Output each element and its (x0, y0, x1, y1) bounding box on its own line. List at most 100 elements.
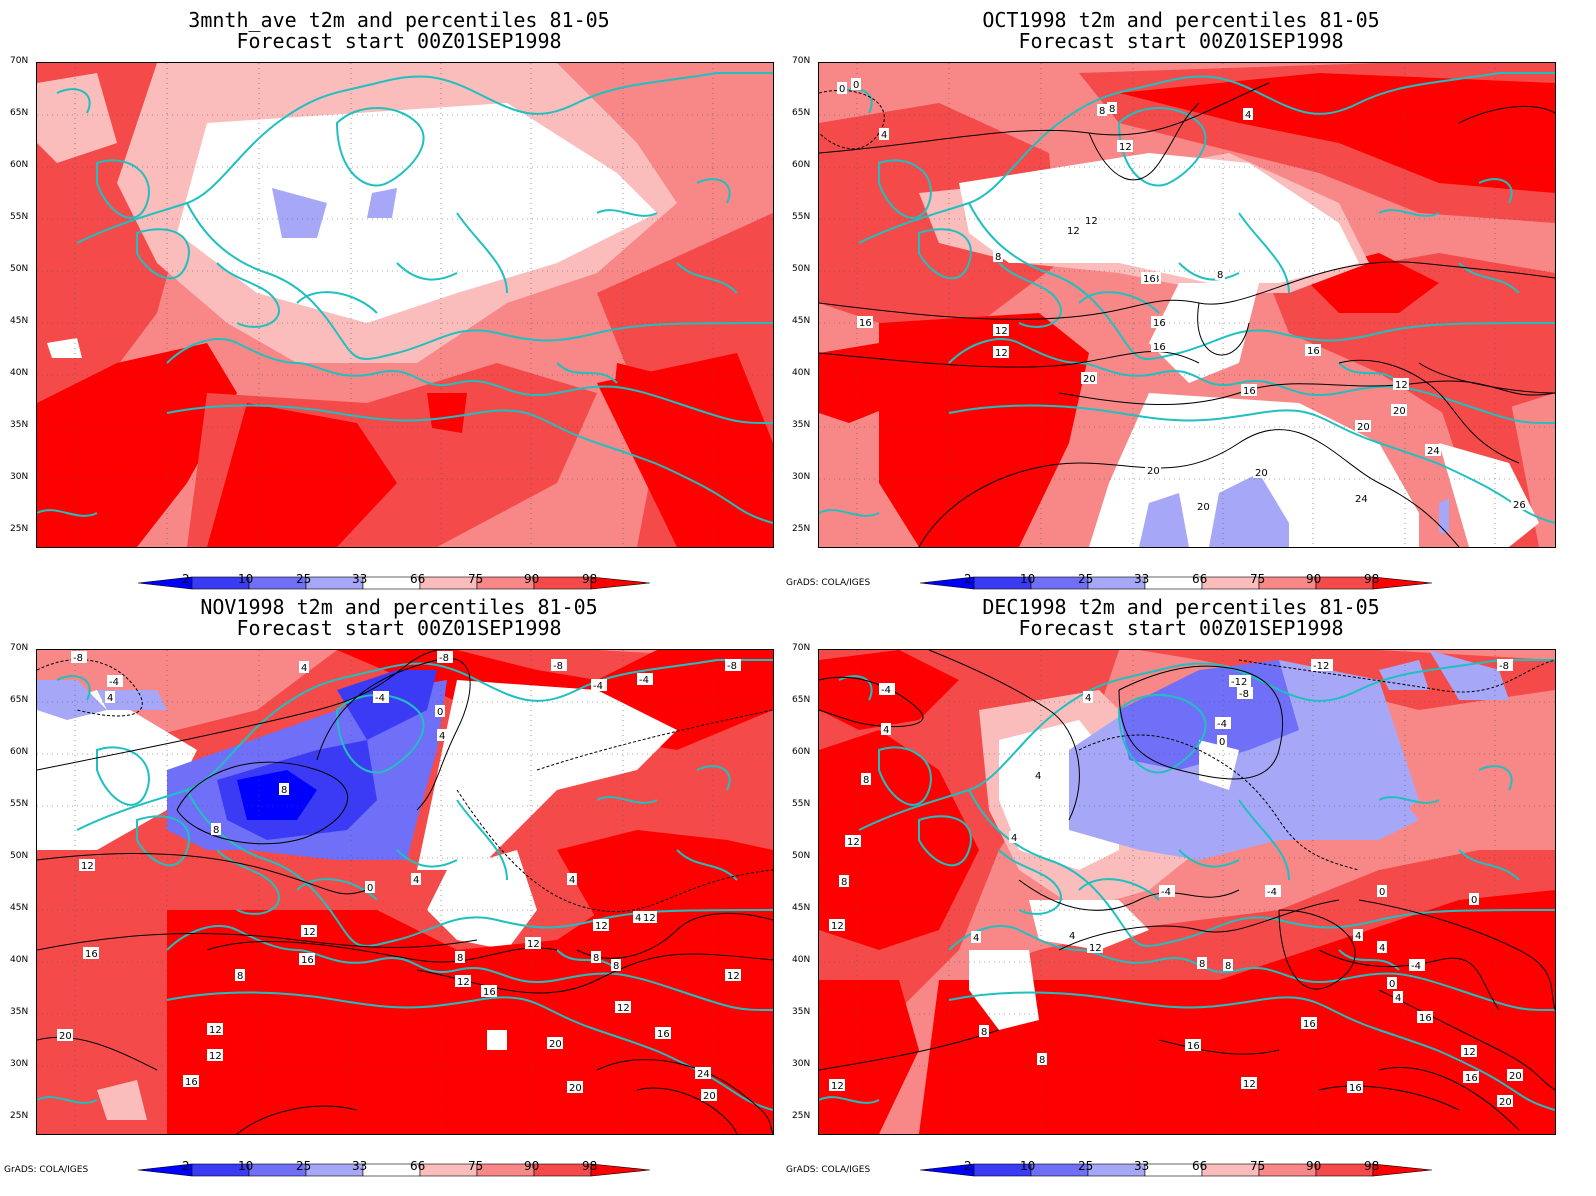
svg-text:12: 12 (209, 1051, 222, 1062)
colorbar-label: 98 (1364, 1159, 1380, 1173)
contour-label: 0 (1387, 977, 1397, 990)
svg-text:4: 4 (635, 913, 641, 924)
svg-text:20: 20 (1197, 502, 1210, 513)
percentile-shading (47, 338, 82, 358)
latitude-label: 45N (10, 903, 29, 913)
svg-text:12: 12 (995, 348, 1008, 359)
svg-text:8: 8 (281, 785, 287, 796)
grads-credit: GrADS: COLA/IGES (786, 578, 871, 588)
contour-label: -4 (1409, 959, 1425, 972)
coastline (819, 1096, 880, 1104)
temperature-contour (1158, 1039, 1280, 1055)
svg-text:16: 16 (657, 1029, 670, 1040)
contour-label: 24 (1353, 492, 1369, 505)
contour-label: 20 (1507, 1069, 1523, 1082)
svg-text:16: 16 (185, 1077, 198, 1088)
contour-label: 12 (725, 969, 741, 982)
contour-label: -4 (107, 675, 123, 688)
temperature-contour (1018, 879, 1240, 911)
temperature-contour (206, 940, 558, 963)
svg-text:24: 24 (1355, 494, 1368, 505)
contour-label: 12 (1065, 224, 1081, 237)
coastline (56, 88, 91, 114)
latitude-label: 50N (10, 851, 29, 861)
svg-text:12: 12 (1119, 142, 1132, 153)
contour-label: -8 (725, 659, 741, 672)
contour-label: 12 (207, 1049, 223, 1062)
latitude-label: 70N (10, 56, 29, 66)
colorbar-label: 2 (964, 1159, 972, 1173)
colorbar-label: 33 (352, 572, 368, 586)
svg-text:12: 12 (527, 939, 540, 950)
map-canvas: -8 -4 4 4 -8 -4 0 4 -8 -4 -4 -8 8 8 12 0 4 4 16 12 16 8 8 12 12 8… (37, 650, 773, 1134)
colorbar (137, 1162, 658, 1182)
contour-label: 12 (1083, 214, 1099, 227)
latitude-label: 30N (10, 472, 29, 482)
contour-label: 16 (183, 1075, 199, 1088)
panel-subtitle: Forecast start 00Z01SEP1998 (236, 29, 562, 53)
svg-text:16: 16 (1243, 386, 1256, 397)
contour-label: 12 (593, 919, 609, 932)
contour-label: -8 (71, 651, 87, 664)
temperature-contour (576, 913, 773, 959)
contour-label: 16 (1141, 272, 1157, 285)
percentile-shading (969, 950, 1039, 1030)
contour-label: 20 (567, 1081, 583, 1094)
contour-label: 16 (1151, 340, 1167, 353)
svg-text:4: 4 (1379, 943, 1385, 954)
contour-label: 16 (655, 1027, 671, 1040)
percentile-shading (487, 1030, 507, 1050)
svg-text:8: 8 (981, 1027, 987, 1038)
contour-label: -8 (437, 651, 453, 664)
percentile-shading (427, 850, 537, 950)
percentile-shading (207, 403, 397, 547)
colorbar-label: 10 (238, 572, 254, 586)
svg-text:8: 8 (1199, 959, 1205, 970)
map-panel-oct1998: OCT1998 t2m and percentiles 81-05 Forecas… (782, 0, 1580, 598)
contour-label: 0 (1377, 885, 1387, 898)
svg-text:-4: -4 (593, 681, 603, 692)
colorbar-label: 10 (1020, 1159, 1036, 1173)
coastline (998, 849, 1062, 915)
coastline (1478, 178, 1513, 204)
svg-text:12: 12 (831, 921, 844, 932)
contour-label: 12 (1117, 140, 1133, 153)
svg-text:8: 8 (613, 961, 619, 972)
percentile-shading (959, 153, 1359, 283)
latitude-label: 30N (792, 1059, 811, 1069)
svg-text:0: 0 (839, 84, 845, 95)
colorbar-label: 66 (410, 572, 426, 586)
colorbar (137, 575, 658, 595)
coastline (676, 262, 738, 294)
svg-text:16: 16 (1153, 342, 1166, 353)
contour-label: 16 (1417, 1011, 1433, 1024)
contour-label: 8 (1037, 1053, 1047, 1066)
latitude-label: 35N (10, 1007, 29, 1017)
contour-label: 8 (1097, 104, 1107, 117)
contour-label: 24 (695, 1067, 711, 1080)
contour-label: 16 (83, 947, 99, 960)
svg-text:20: 20 (1499, 1097, 1512, 1108)
svg-text:16: 16 (1419, 1013, 1432, 1024)
contour-label: 16 (1347, 1081, 1363, 1094)
contour-label: 12 (1087, 941, 1103, 954)
contour-label: 20 (1195, 500, 1211, 513)
latitude-label: 25N (10, 524, 29, 534)
contour-label: -4 (637, 673, 653, 686)
contour-label: 4 (633, 911, 643, 924)
coastline (918, 815, 972, 867)
latitude-label: 45N (10, 316, 29, 326)
percentile-shading (1429, 650, 1509, 700)
temperature-contour (1078, 734, 1360, 871)
latitude-label: 30N (10, 1059, 29, 1069)
svg-text:0: 0 (853, 80, 859, 91)
svg-text:16: 16 (1303, 1019, 1316, 1030)
latitude-label: 65N (792, 108, 811, 118)
contour-label: 8 (861, 773, 871, 786)
percentile-shading (37, 680, 107, 720)
colorbar-swatches (919, 1163, 1433, 1177)
coastline (296, 291, 378, 314)
map-plot-area: -8 -4 4 4 -8 -4 0 4 -8 -4 -4 -8 8 8 12 0 4 4 16 12 16 8 8 12 12 8… (36, 649, 774, 1135)
coastline (878, 159, 932, 219)
svg-text:12: 12 (1395, 380, 1408, 391)
